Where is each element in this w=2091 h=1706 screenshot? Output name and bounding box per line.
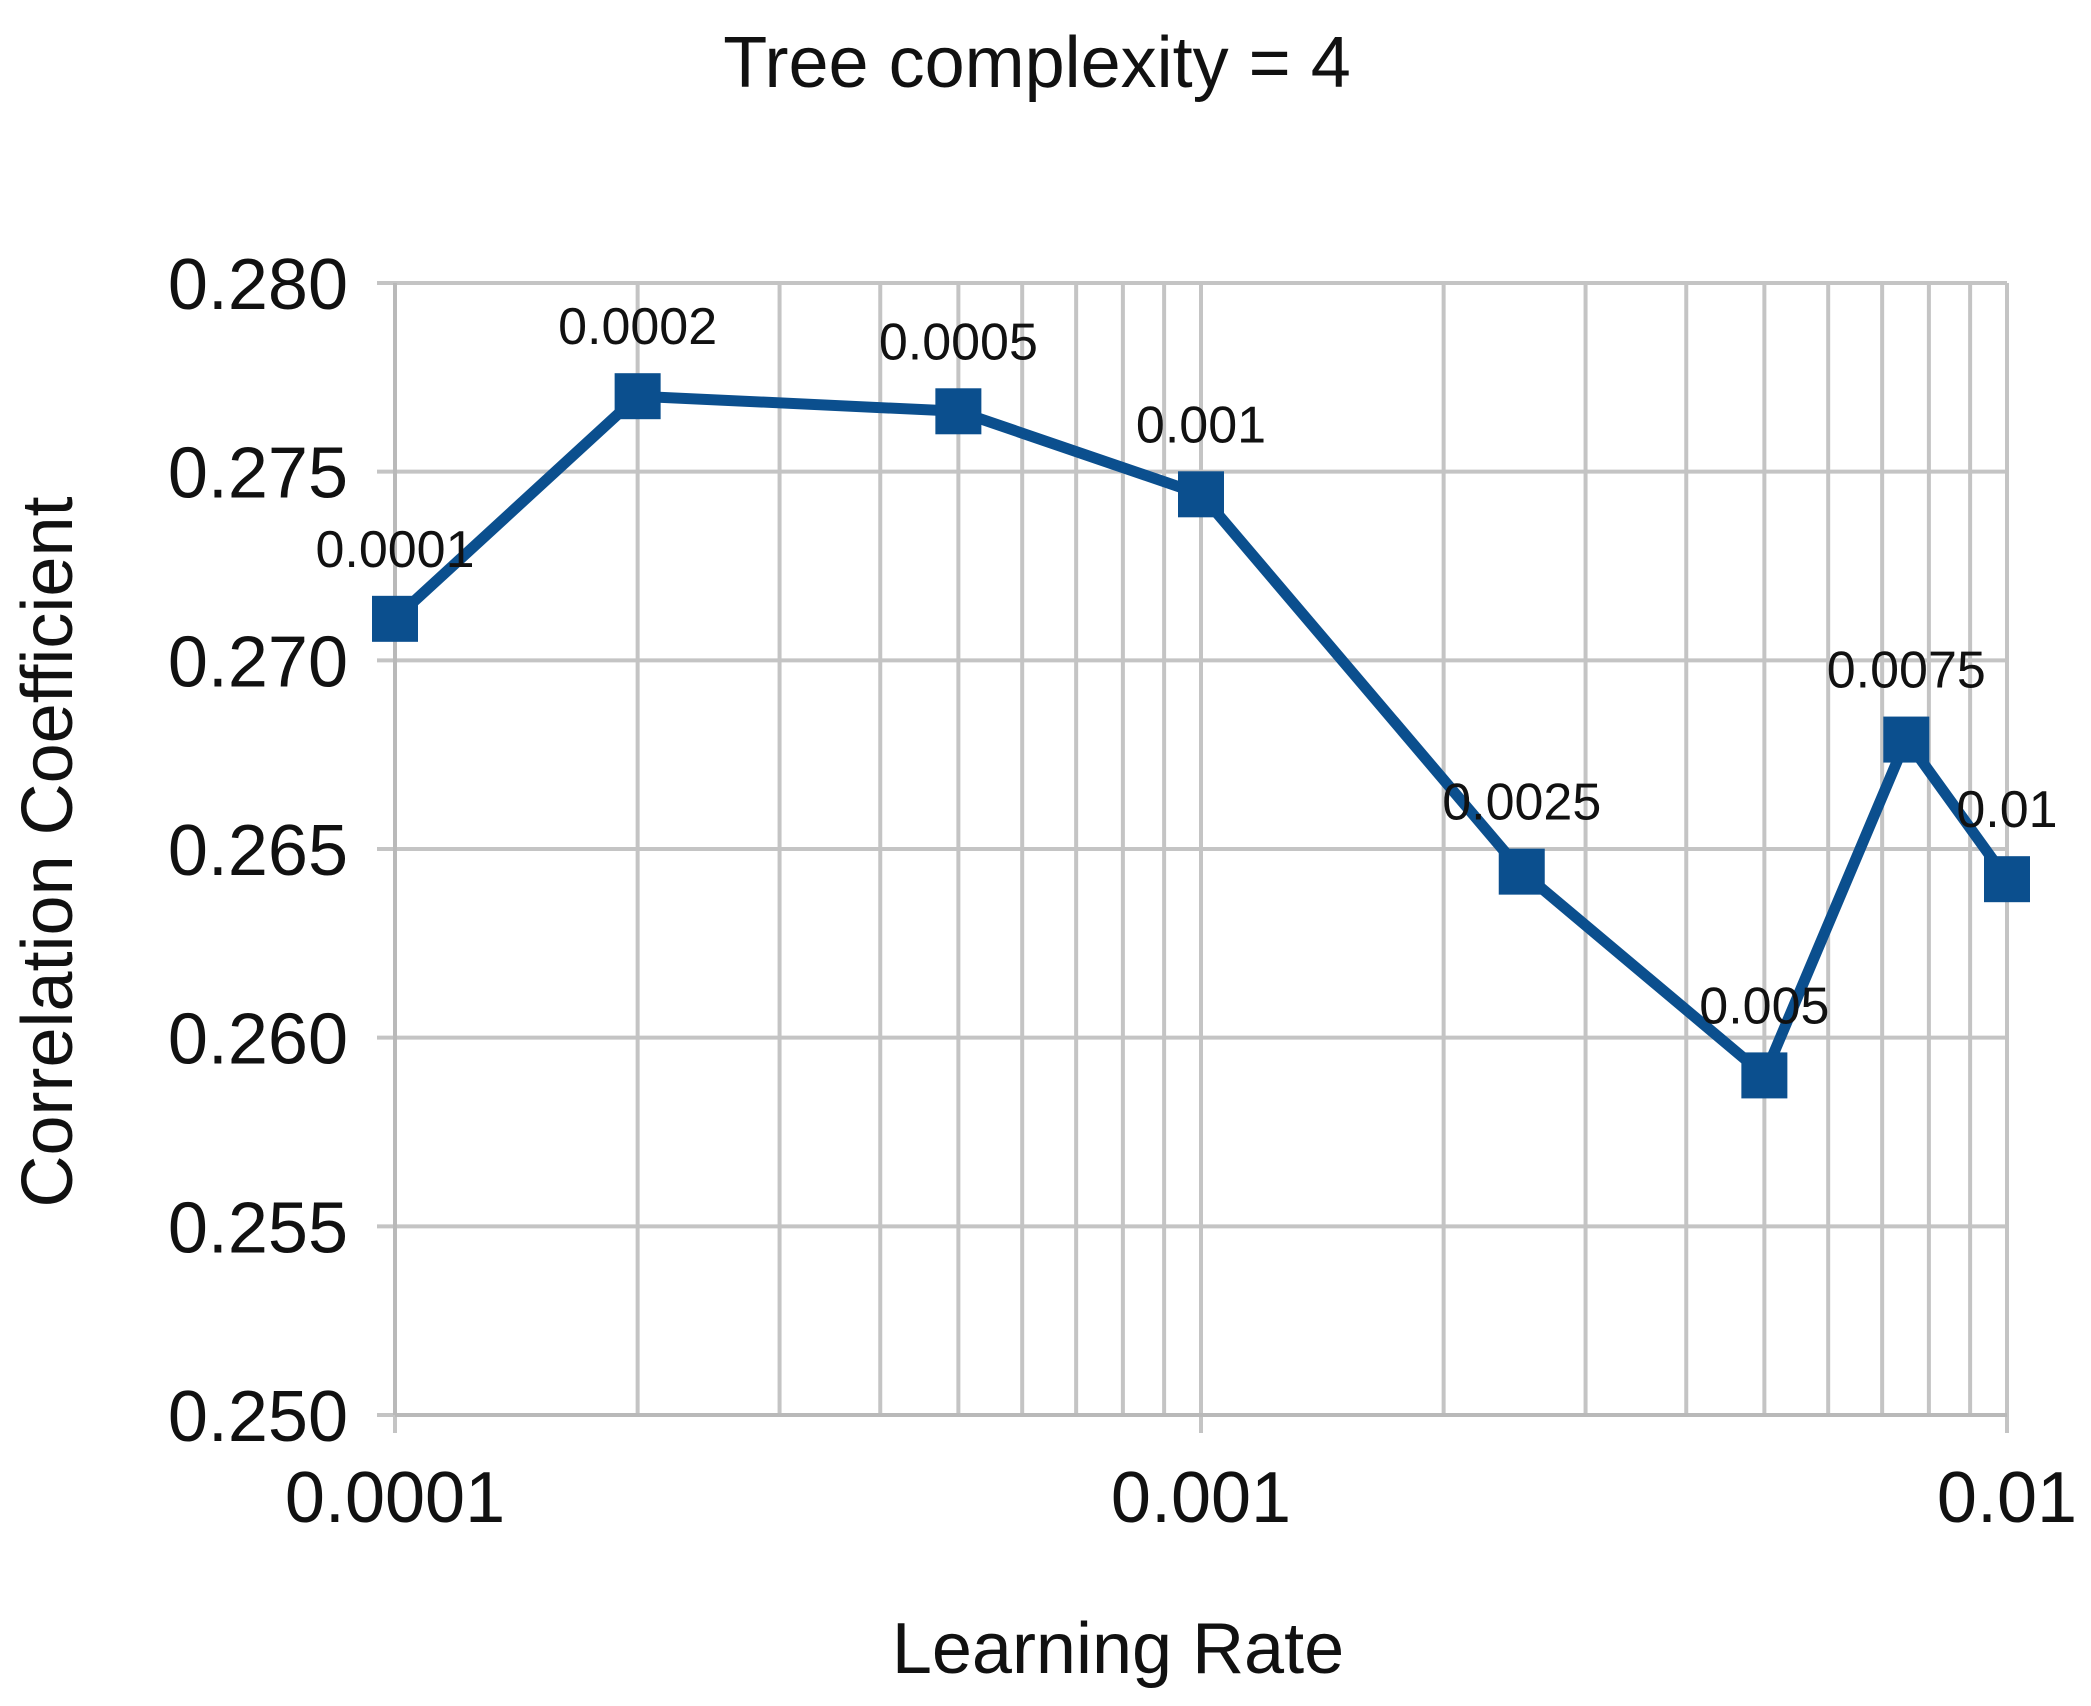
data-point-marker [1741,1052,1788,1099]
data-point-label: 0.01 [1956,781,2057,839]
x-axis-label: Learning Rate [892,1609,1344,1689]
y-tick-label: 0.275 [168,434,348,514]
series-line [391,390,2012,1081]
data-point-marker [372,595,418,642]
x-tick-label: 0.001 [1111,1458,1291,1538]
data-point-label: 0.005 [1699,977,1829,1035]
y-tick-label: 0.255 [168,1188,348,1268]
data-point-marker [1498,848,1545,895]
data-point-label: 0.0025 [1442,774,1601,832]
data-point-label: 0.001 [1136,396,1266,454]
data-point-label: 0.0001 [315,521,474,579]
series [372,373,2030,1099]
x-tick-label: 0.01 [1937,1458,2077,1538]
data-point-marker [935,388,982,435]
chart-title: Tree complexity = 4 [723,23,1351,103]
data-point-marker [1178,471,1224,518]
y-tick-label: 0.250 [168,1377,348,1457]
y-axis-label: Correlation Coefficient [8,496,88,1207]
x-tick-label: 0.0001 [285,1458,505,1538]
data-point-marker [1984,856,2030,903]
y-tick-labels: 0.250 0.255 0.260 0.265 0.270 0.275 0.280 [168,245,348,1457]
data-point-label: 0.0005 [879,313,1038,371]
data-point-marker [1883,716,1930,763]
data-point-label: 0.0075 [1827,642,1986,700]
y-tick-label: 0.280 [168,245,348,325]
y-tick-label: 0.270 [168,622,348,702]
axes [393,283,2007,1417]
data-point-marker [614,373,661,420]
data-point-label: 0.0002 [558,298,717,356]
grid [377,281,2009,1433]
y-tick-label: 0.260 [168,1000,348,1080]
y-tick-label: 0.265 [168,811,348,891]
data-labels: 0.0001 0.0002 0.0005 0.001 0.0025 0.005 0.0075… [315,298,2057,1035]
x-tick-labels: 0.0001 0.001 0.01 [285,1458,2077,1538]
